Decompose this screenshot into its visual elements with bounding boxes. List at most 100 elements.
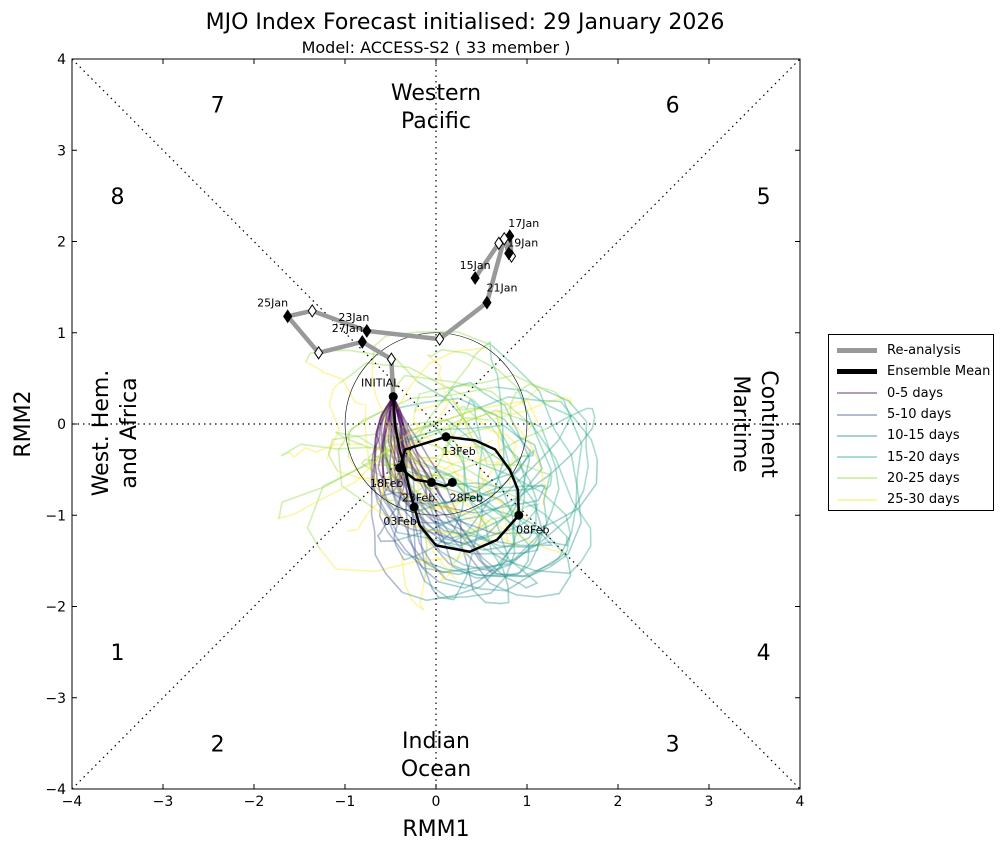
ensemble-member-segment (546, 407, 596, 430)
ensemble-mean-date-label: 28Feb (450, 491, 483, 504)
ensemble-member-segment (427, 501, 449, 545)
phase-number: 4 (757, 641, 771, 666)
ensemble-member-segment (376, 506, 398, 543)
reanalysis-point-open (314, 345, 324, 360)
reanalysis-point-open (307, 303, 317, 318)
ensemble-member-segment (476, 417, 517, 486)
legend-swatch (837, 392, 877, 395)
legend-swatch (837, 348, 877, 354)
legend-item: Re-analysis (837, 340, 993, 361)
legend-item: 10-15 days (837, 425, 993, 446)
reanalysis-point-open (386, 352, 397, 367)
ensemble-mean-point (426, 477, 436, 487)
ensemble-member-segment (405, 509, 443, 574)
y-tick-label: −1 (45, 508, 66, 524)
ensemble-member-segment (380, 495, 452, 539)
ensemble-member-segment (364, 403, 391, 501)
reanalysis-point-filled (504, 246, 514, 261)
ensemble-member-segment (495, 386, 599, 460)
ensemble-member-segment (390, 427, 548, 502)
ensemble-member-segment (402, 543, 514, 602)
legend-item: 25-30 days (837, 489, 993, 510)
reanalysis-date-label: 27Jan (332, 322, 363, 335)
x-tick-label: −2 (244, 794, 265, 810)
ensemble-mean-point (441, 432, 451, 442)
region-maritime-1: Maritime (728, 375, 753, 472)
ensemble-member-segment (372, 396, 394, 485)
y-tick-label: 4 (57, 52, 66, 68)
reanalysis-date-label: 23Jan (338, 311, 369, 324)
ensemble-member-segment (277, 426, 419, 520)
ensemble-member-segment (400, 424, 535, 446)
ensemble-member-segment (379, 448, 429, 526)
x-tick-label: −4 (62, 794, 83, 810)
ensemble-member-segment (525, 503, 539, 523)
legend-swatch (837, 456, 877, 459)
legend-swatch (837, 369, 877, 375)
ensemble-member-segment (448, 544, 530, 578)
ensemble-member-segment (482, 340, 504, 429)
ensemble-member-segment (392, 396, 408, 508)
ensemble-member-segment (452, 536, 510, 579)
ensemble-member-segment (392, 396, 445, 482)
ensemble-member-segment (405, 440, 421, 489)
ensemble-member-segment (360, 458, 449, 481)
ensemble-member-segment (446, 419, 535, 502)
ensemble-member-segment (381, 478, 441, 505)
ensemble-member-segment (383, 421, 437, 472)
phase-number: 8 (111, 185, 125, 210)
reanalysis-point-filled (362, 324, 372, 338)
legend-swatch (837, 477, 877, 480)
x-axis-label: RMM1 (402, 817, 469, 842)
ensemble-member-segment (441, 426, 507, 456)
ensemble-member-segment (396, 521, 527, 547)
ensemble-member-segment (519, 417, 560, 512)
x-tick-label: 0 (432, 794, 441, 810)
y-tick-label: −4 (45, 782, 66, 798)
y-tick-label: 0 (57, 417, 66, 433)
ensemble-mean-point (409, 502, 419, 512)
ensemble-member-segment (391, 488, 447, 545)
ensemble-member-segment (411, 448, 532, 479)
ensemble-member-segment (381, 396, 394, 490)
ensemble-member-segment (443, 480, 474, 591)
ensemble-member-segment (406, 485, 495, 535)
region-western-pacific-2: Pacific (401, 109, 471, 134)
ensemble-member-segment (371, 360, 412, 458)
ensemble-member-segment (289, 443, 363, 459)
ensemble-member-segment (509, 383, 565, 421)
ensemble-member-segment (497, 494, 582, 578)
reanalysis-date-label: 21Jan (486, 282, 517, 295)
ensemble-member-segment (437, 491, 498, 575)
ensemble-member-segment (472, 399, 537, 525)
ensemble-member-segment (367, 426, 425, 509)
reanalysis-point-filled (470, 271, 480, 285)
ensemble-member-segment (381, 396, 394, 491)
x-tick-label: −3 (153, 794, 174, 810)
chart-subtitle: Model: ACCESS-S2 ( 33 member ) (302, 38, 571, 57)
reanalysis-point-filled (357, 334, 367, 349)
ensemble-member-segment (381, 485, 398, 511)
ensemble-member-segment (378, 477, 406, 554)
ensemble-member-segment (375, 396, 394, 450)
ensemble-member-segment (427, 354, 450, 421)
ensemble-member-segment (443, 529, 568, 548)
ensemble-member-segment (392, 396, 409, 511)
x-tick-label: 4 (796, 794, 805, 810)
ensemble-member-segment (448, 478, 540, 538)
ensemble-mean-date-label: 03Feb (383, 515, 416, 528)
ensemble-member-segment (467, 458, 572, 552)
ensemble-member-segment (306, 407, 478, 550)
ensemble-member-segment (462, 457, 504, 571)
ensemble-member-segment (516, 475, 553, 491)
legend-item: 20-25 days (837, 468, 993, 489)
ensemble-member-segment (392, 494, 440, 583)
ensemble-member-segment (370, 494, 403, 593)
ensemble-mean-point (395, 463, 405, 473)
ensemble-member-segment (472, 569, 510, 605)
ensemble-member-segment (441, 427, 594, 525)
ensemble-member-segment (442, 387, 539, 429)
ensemble-member-segment (427, 524, 537, 551)
ensemble-member-segment (372, 484, 424, 569)
ensemble-member-segment (371, 396, 394, 462)
